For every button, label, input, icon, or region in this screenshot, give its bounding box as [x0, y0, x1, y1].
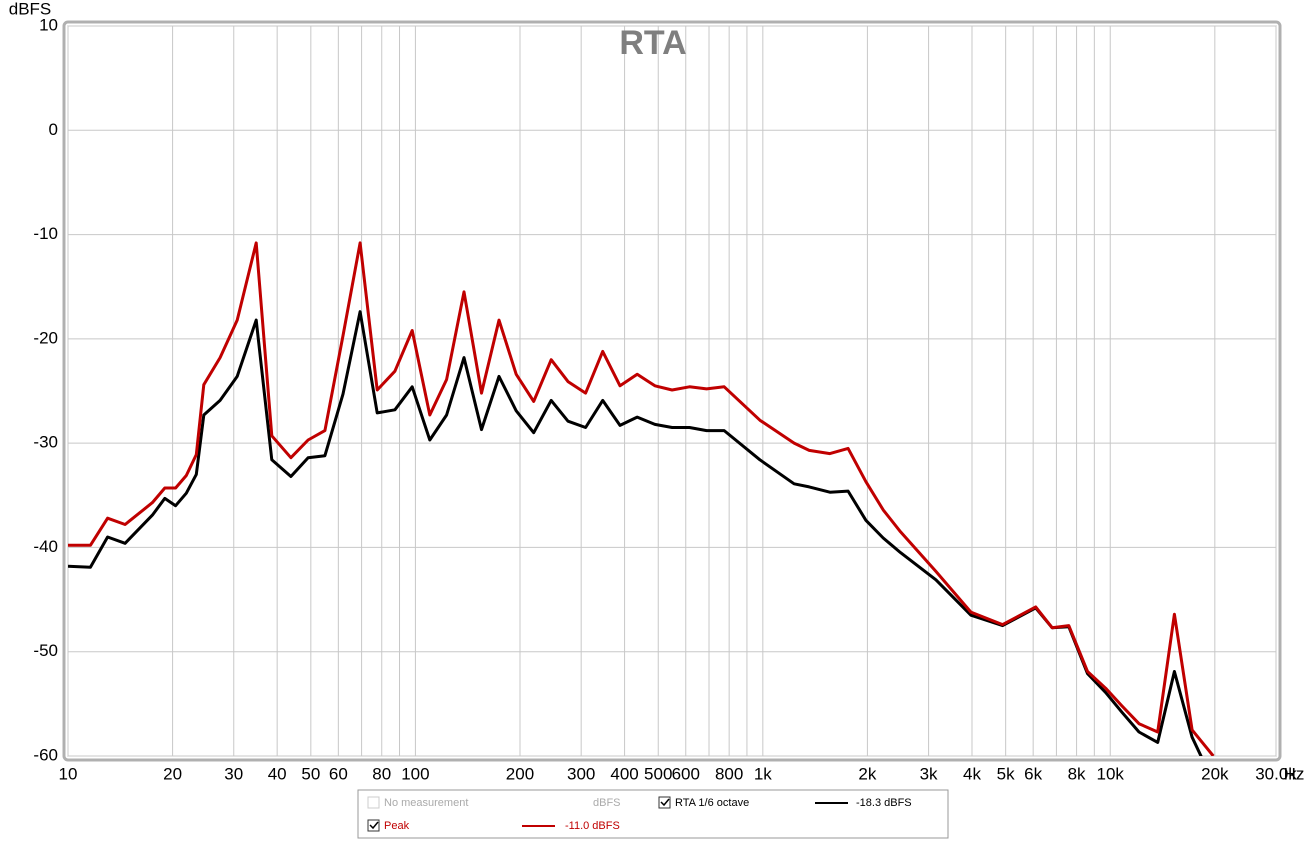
- x-tick-label: 400: [610, 764, 638, 783]
- check-mark: [660, 798, 670, 807]
- x-tick-label: 30: [224, 764, 243, 783]
- x-tick-label: 60: [329, 764, 348, 783]
- checkbox[interactable]: [658, 796, 671, 809]
- x-tick-label: 10k: [1097, 764, 1125, 783]
- x-tick-label: 3k: [920, 764, 938, 783]
- legend-label: No measurement: [384, 797, 468, 809]
- x-tick-label: 5k: [997, 764, 1015, 783]
- y-tick-label: -60: [33, 745, 58, 764]
- y-tick-label: -20: [33, 328, 58, 347]
- x-axis-label: Hz: [1284, 764, 1305, 783]
- x-tick-label: 50: [301, 764, 320, 783]
- legend-value: -18.3 dBFS: [856, 797, 912, 809]
- check-mark: [369, 821, 379, 830]
- x-tick-label: 200: [506, 764, 534, 783]
- series-line: [68, 241, 1215, 756]
- y-tick-label: 10: [39, 15, 58, 34]
- y-tick-label: -10: [33, 224, 58, 243]
- x-tick-label: 1k: [754, 764, 772, 783]
- x-tick-label: 20k: [1201, 764, 1229, 783]
- x-tick-label: 30.0k: [1255, 764, 1297, 783]
- x-tick-label: 10: [59, 764, 78, 783]
- x-tick-label: 800: [715, 764, 743, 783]
- legend: No measurement dBFS RTA 1/6 octave -18.3…: [357, 789, 949, 839]
- y-tick-label: -30: [33, 433, 58, 452]
- chart-title: RTA: [619, 24, 686, 62]
- legend-value: -11.0 dBFS: [565, 820, 620, 832]
- y-tick-label: 0: [49, 120, 58, 139]
- x-tick-label: 4k: [963, 764, 981, 783]
- legend-unit: dBFS: [593, 797, 621, 809]
- x-tick-label: 300: [567, 764, 595, 783]
- x-tick-label: 600: [672, 764, 700, 783]
- x-tick-label: 20: [163, 764, 182, 783]
- x-tick-label: 100: [401, 764, 429, 783]
- y-tick-label: -50: [33, 641, 58, 660]
- legend-box: [357, 789, 949, 839]
- legend-label: Peak: [384, 820, 410, 832]
- x-tick-label: 2k: [858, 764, 876, 783]
- x-tick-label: 40: [268, 764, 287, 783]
- x-tick-label: 500: [644, 764, 672, 783]
- x-tick-label: 8k: [1068, 764, 1086, 783]
- y-axis-label: dBFS: [9, 0, 52, 18]
- legend-label: RTA 1/6 octave: [675, 797, 749, 809]
- plot-frame: [62, 20, 1282, 762]
- x-tick-label: 80: [372, 764, 391, 783]
- y-tick-label: -40: [33, 537, 58, 556]
- checkbox[interactable]: [367, 819, 380, 832]
- checkbox[interactable]: [367, 796, 380, 809]
- x-tick-label: 6k: [1024, 764, 1042, 783]
